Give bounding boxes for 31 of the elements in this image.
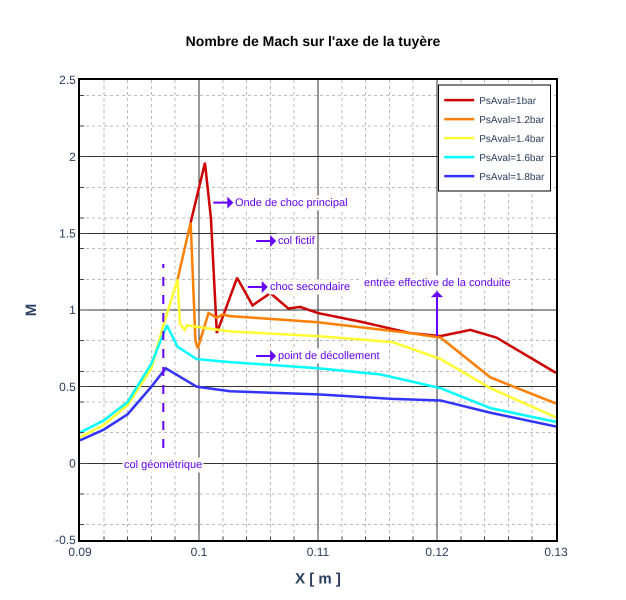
annotation: point de décollement: [278, 350, 380, 362]
x-tick-label: 0.11: [306, 545, 330, 560]
annotation: Onde de choc principal: [235, 197, 348, 209]
y-tick-label: 2: [69, 150, 76, 164]
y-axis-title: M: [22, 304, 40, 316]
x-tick-label: 0.12: [425, 545, 449, 560]
line-series: [80, 324, 556, 434]
chart-title: Nombre de Mach sur l'axe de la tuyère: [186, 32, 441, 49]
line-series: [80, 367, 556, 442]
x-tick-label: 0.1: [190, 545, 208, 560]
x-tick-label: 0.13: [544, 545, 568, 560]
x-axis-title: X [ m ]: [295, 570, 341, 588]
line-series: [176, 221, 556, 405]
legend-label: PsAval=1.8bar: [479, 172, 546, 183]
y-tick-label: 1.5: [59, 226, 76, 241]
annotation: col fictif: [278, 235, 316, 247]
legend-label: PsAval=1bar: [479, 96, 537, 107]
legend-label: PsAval=1.2bar: [479, 115, 546, 126]
y-tick-label: 1: [69, 303, 76, 318]
y-tick-label: -0.5: [55, 533, 76, 548]
y-tick-label: 0: [69, 456, 76, 471]
legend-label: PsAval=1.6bar: [479, 153, 546, 164]
y-tick-label: 2.5: [59, 73, 76, 88]
line-series: [189, 162, 556, 374]
legend-label: PsAval=1.4bar: [479, 134, 546, 145]
line-series: [80, 278, 556, 439]
annotation: choc secondaire: [270, 281, 350, 293]
annotation: entrée effective de la conduite: [364, 277, 511, 289]
y-tick-label: 0.5: [59, 380, 76, 394]
ref-line-label: col géométrique: [124, 459, 202, 471]
x-tick-label: 0.09: [68, 545, 92, 560]
